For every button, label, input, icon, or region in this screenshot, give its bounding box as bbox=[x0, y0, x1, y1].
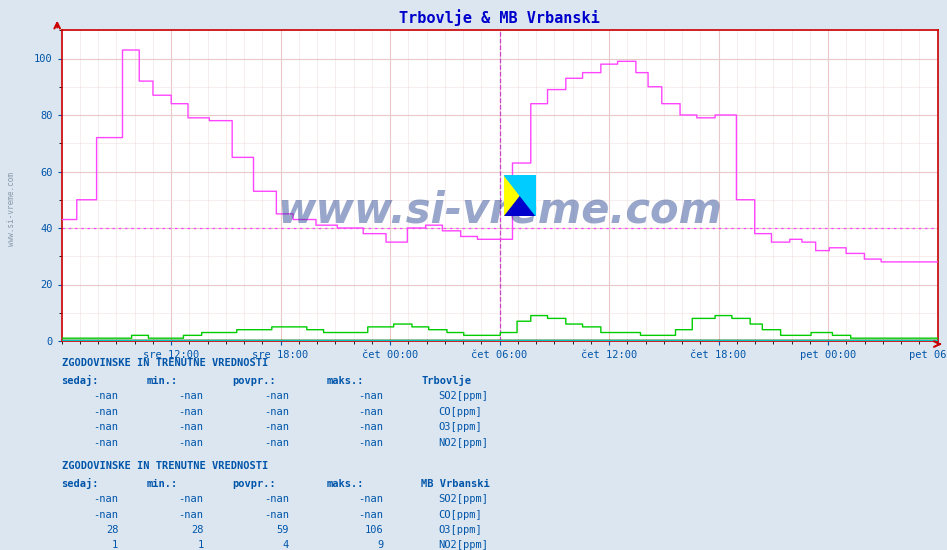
Text: 4: 4 bbox=[282, 540, 289, 550]
Text: 1: 1 bbox=[112, 540, 118, 550]
Text: -nan: -nan bbox=[264, 437, 289, 448]
Text: MB Vrbanski: MB Vrbanski bbox=[421, 478, 491, 489]
Polygon shape bbox=[505, 175, 536, 216]
Text: -nan: -nan bbox=[264, 494, 289, 504]
Text: povpr.:: povpr.: bbox=[232, 478, 276, 489]
Text: -nan: -nan bbox=[359, 494, 384, 504]
Text: -nan: -nan bbox=[179, 437, 204, 448]
Text: O3[ppm]: O3[ppm] bbox=[438, 422, 482, 432]
Text: -nan: -nan bbox=[359, 422, 384, 432]
Text: -nan: -nan bbox=[264, 422, 289, 432]
Text: sedaj:: sedaj: bbox=[62, 375, 99, 386]
Polygon shape bbox=[505, 175, 536, 216]
Text: min.:: min.: bbox=[147, 478, 178, 489]
Text: Trbovlje: Trbovlje bbox=[421, 375, 472, 386]
Text: -nan: -nan bbox=[179, 406, 204, 417]
Text: -nan: -nan bbox=[264, 391, 289, 401]
Polygon shape bbox=[505, 175, 536, 216]
Text: NO2[ppm]: NO2[ppm] bbox=[438, 437, 489, 448]
Text: -nan: -nan bbox=[179, 422, 204, 432]
Text: 59: 59 bbox=[277, 525, 289, 535]
Text: CO[ppm]: CO[ppm] bbox=[438, 406, 482, 417]
Title: Trbovlje & MB Vrbanski: Trbovlje & MB Vrbanski bbox=[400, 9, 599, 26]
Text: CO[ppm]: CO[ppm] bbox=[438, 509, 482, 520]
Text: -nan: -nan bbox=[179, 494, 204, 504]
Text: -nan: -nan bbox=[359, 391, 384, 401]
Text: povpr.:: povpr.: bbox=[232, 376, 276, 386]
Text: 106: 106 bbox=[365, 525, 384, 535]
Text: -nan: -nan bbox=[94, 422, 118, 432]
Text: -nan: -nan bbox=[359, 406, 384, 417]
Text: maks.:: maks.: bbox=[327, 376, 365, 386]
Text: -nan: -nan bbox=[94, 437, 118, 448]
Text: -nan: -nan bbox=[94, 494, 118, 504]
Text: SO2[ppm]: SO2[ppm] bbox=[438, 391, 489, 401]
Text: -nan: -nan bbox=[94, 406, 118, 417]
Text: -nan: -nan bbox=[359, 509, 384, 520]
Text: O3[ppm]: O3[ppm] bbox=[438, 525, 482, 535]
Text: -nan: -nan bbox=[179, 391, 204, 401]
Text: 28: 28 bbox=[106, 525, 118, 535]
Text: www.si-vreme.com: www.si-vreme.com bbox=[7, 172, 16, 246]
Text: -nan: -nan bbox=[264, 509, 289, 520]
Text: ZGODOVINSKE IN TRENUTNE VREDNOSTI: ZGODOVINSKE IN TRENUTNE VREDNOSTI bbox=[62, 358, 268, 368]
Text: -nan: -nan bbox=[179, 509, 204, 520]
Text: 1: 1 bbox=[197, 540, 204, 550]
Text: -nan: -nan bbox=[264, 406, 289, 417]
Text: www.si-vreme.com: www.si-vreme.com bbox=[277, 190, 722, 232]
Text: 28: 28 bbox=[191, 525, 204, 535]
Text: ZGODOVINSKE IN TRENUTNE VREDNOSTI: ZGODOVINSKE IN TRENUTNE VREDNOSTI bbox=[62, 460, 268, 471]
Text: -nan: -nan bbox=[359, 437, 384, 448]
Text: min.:: min.: bbox=[147, 376, 178, 386]
Text: SO2[ppm]: SO2[ppm] bbox=[438, 494, 489, 504]
Text: NO2[ppm]: NO2[ppm] bbox=[438, 540, 489, 550]
Text: sedaj:: sedaj: bbox=[62, 478, 99, 489]
Text: -nan: -nan bbox=[94, 509, 118, 520]
Text: 9: 9 bbox=[377, 540, 384, 550]
Text: -nan: -nan bbox=[94, 391, 118, 401]
Text: maks.:: maks.: bbox=[327, 478, 365, 489]
